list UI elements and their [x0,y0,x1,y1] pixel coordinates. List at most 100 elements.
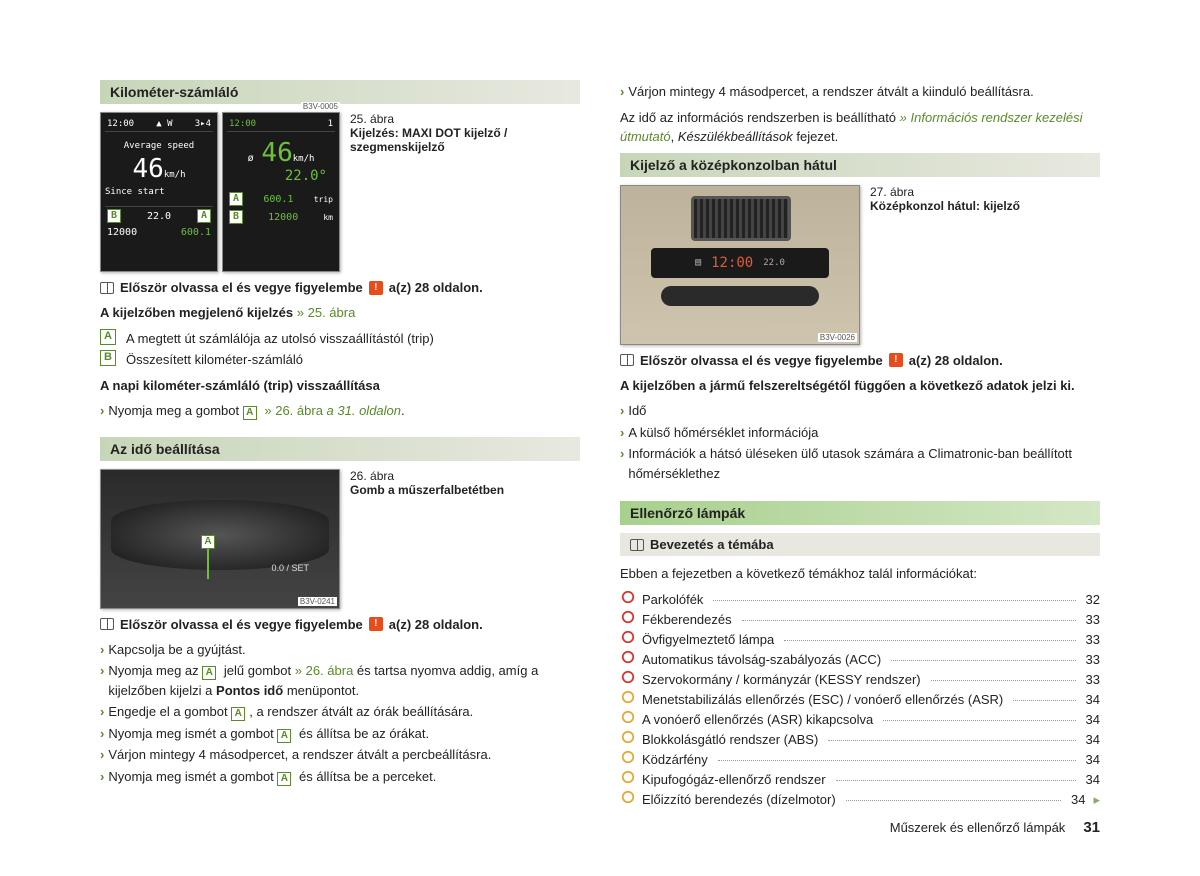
toc-dots [1013,700,1075,701]
letter-a-inline: A [243,406,257,420]
figure-25-caption: 25. ábra Kijelzés: MAXI DOT kijelző / sz… [350,112,580,154]
right-top-step: Várjon mintegy 4 másodpercet, a rendszer… [628,82,1033,102]
time-step2-a: Nyomja meg az [108,663,198,678]
figure-25-num: 25. ábra [350,112,394,126]
indicator-icon [620,630,636,644]
time-step2-e: menüpontot. [287,683,359,698]
figure-27-title: Középkonzol hátul: kijelző [870,199,1020,213]
time-step2-b: jelű gombot [224,663,291,678]
figure-26-image: A 0.0 / SET B3V-0241 [100,469,340,609]
odometer-reset-link: » 26. ábra [264,403,323,418]
disp-b-diameter: ø [248,153,254,164]
letter-a-box: A [100,329,116,345]
disp-a-compass: ▲ W [156,119,172,129]
letter-b-box: B [100,350,116,366]
lamps-sub-header-text: Bevezetés a témába [650,537,774,552]
toc-label: Övfigyelmeztető lámpa [642,632,774,647]
disp-a-gear: 3▸4 [195,119,211,129]
right-info-text: Az idő az információs rendszerben is beá… [620,108,1100,147]
figure-27-num: 27. ábra [870,185,914,199]
indicator-icon [620,590,636,604]
toc-row: Menetstabilizálás ellenőrzés (ESC) / von… [620,690,1100,707]
indicator-icon [620,790,636,804]
disp-b-trip-label: trip [314,195,333,204]
figure-26-row: A 0.0 / SET B3V-0241 26. ábra Gomb a műs… [100,469,580,609]
section-lamps-header: Ellenőrző lámpák [620,501,1100,525]
section-rear-header: Kijelző a középkonzolban hátul [620,153,1100,177]
toc-row: Ködzárfény 34 [620,750,1100,767]
figure-26-set-label: 0.0 / SET [271,563,309,573]
toc-dots [891,660,1075,661]
toc-label: Ködzárfény [642,752,708,767]
disp-a-avg-label: Average speed [105,141,213,151]
continue-icon: ▸ [1093,792,1100,808]
toc-page: 34 [1086,692,1100,707]
page-content: Kilométer-számláló B3V-0005 12:00 ▲ W 3▸… [100,80,1100,811]
toc-row: Automatikus távolság-szabályozás (ACC)33 [620,650,1100,667]
section-odometer-header: Kilométer-számláló [100,80,580,104]
disp-a-speed-unit: km/h [164,170,186,180]
toc-label: A vonóerő ellenőrzés (ASR) kikapcsolva [642,712,873,727]
toc-row: Előizzító berendezés (dízelmotor)34▸ [620,790,1100,808]
odometer-item-b: B Összesített kilométer-számláló [100,350,580,370]
disp-b-gear: 1 [328,119,333,129]
toc-dots [846,800,1061,801]
toc-dots [742,620,1076,621]
fig27-time: 12:00 [711,255,753,271]
toc-page: 34 [1086,772,1100,787]
disp-b-trip: 600.1 [263,194,293,205]
time-notice-pre: Először olvassa el és vegye figyelembe [120,617,363,632]
right-info-d: fejezet. [793,129,839,144]
toc-row: Blokkolásgátló rendszer (ABS)34 [620,730,1100,747]
time-step2-d: Pontos idő [216,683,283,698]
figure-27-image: ▤ 12:00 22.0 B3V-0026 [620,185,860,345]
toc-page: 32 [1086,592,1100,607]
time-step4-b: és állítsa be az órákat. [299,726,429,741]
indicator-icon [620,770,636,784]
odometer-items-title-text: A kijelzőben megjelenő kijelzés [100,305,293,320]
time-notice: Először olvassa el és vegye figyelembe !… [100,617,580,632]
warn-icon: ! [369,281,383,295]
bullet-icon: › [100,401,104,421]
toc-page: 34 [1086,732,1100,747]
figure-27-code: B3V-0026 [818,333,857,342]
odometer-item-a: A A megtett út számlálója az utolsó viss… [100,329,580,349]
toc-page: 33 [1086,672,1100,687]
page-footer: Műszerek és ellenőrző lámpák 31 [890,819,1100,836]
footer-page-number: 31 [1083,819,1100,836]
indicator-icon [620,730,636,744]
toc-dots [784,640,1075,641]
figure-26-num: 26. ábra [350,469,394,483]
toc-label: Automatikus távolság-szabályozás (ACC) [642,652,881,667]
section-time-header: Az idő beállítása [100,437,580,461]
time-step3-b: , a rendszer átvált az órák beállítására… [249,704,473,719]
figure-26-title: Gomb a műszerfalbetétben [350,483,504,497]
lamps-intro: Ebben a fejezetben a következő témákhoz … [620,564,1100,584]
figure-25-row: B3V-0005 12:00 ▲ W 3▸4 Average speed 46k… [100,112,580,272]
figure-25-code: B3V-0005 [301,102,340,111]
disp-a-time: 12:00 [107,119,134,129]
toc-dots [718,760,1076,761]
book-icon [100,282,114,294]
book-icon [620,354,634,366]
time-notice-post: a(z) 28 oldalon. [389,617,483,632]
indicator-icon [620,690,636,704]
time-steps: ›Kapcsolja be a gyújtást. › Nyomja meg a… [100,640,580,787]
figure-26-code: B3V-0241 [298,597,337,606]
rear-equip-title: A kijelzőben a jármű felszereltségétől f… [620,376,1100,396]
right-info-c: Készülékbeállítások [678,129,793,144]
odometer-items-link: » 25. ábra [297,305,356,320]
toc-row: A vonóerő ellenőrzés (ASR) kikapcsolva34 [620,710,1100,727]
odometer-reset-pre: Nyomja meg a gombot [108,403,239,418]
disp-b-speed: 46 [261,138,292,168]
disp-b-time: 12:00 [229,119,256,129]
rear-b2: A külső hőmérséklet információja [628,423,818,443]
toc-page: 34 [1086,752,1100,767]
book-icon [100,618,114,630]
right-column: ›Várjon mintegy 4 másodpercet, a rendsze… [620,80,1100,811]
odometer-item-a-text: A megtett út számlálója az utolsó vissza… [126,329,434,349]
toc-dots [931,680,1076,681]
odometer-reset-step: › Nyomja meg a gombot A » 26. ábra a 31.… [100,401,580,421]
toc-page: 33 [1086,632,1100,647]
disp-a-trip: 600.1 [181,227,211,238]
